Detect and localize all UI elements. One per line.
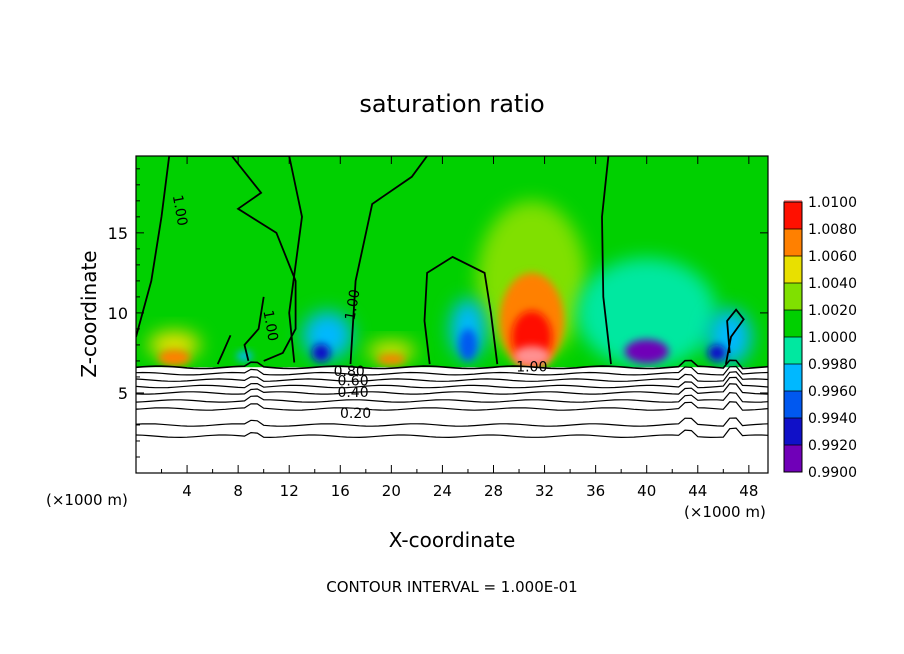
field-core: [312, 343, 331, 362]
colorbar-label: 0.9920: [808, 438, 857, 454]
x-tick-label: 16: [331, 482, 350, 500]
colorbar-label: 1.0100: [808, 195, 857, 211]
contour-1-00: [136, 156, 171, 338]
colorbar-label: 1.0080: [808, 222, 857, 238]
field-region: [367, 341, 416, 362]
colorbar-label: 1.0040: [808, 276, 857, 292]
colorbar-label: 1.0060: [808, 249, 857, 265]
x-tick-label: 32: [535, 482, 554, 500]
field-region: [449, 298, 486, 359]
contour-label: 0.20: [340, 406, 371, 422]
contour-label: 1.00: [169, 194, 190, 227]
contour-1-00: [216, 334, 232, 365]
colorbar-swatch: [784, 202, 802, 229]
colorbar-label: 1.0020: [808, 303, 857, 319]
colorbar-swatch: [784, 445, 802, 472]
terrain-contour: [136, 359, 768, 370]
colorbar-swatch: [784, 256, 802, 283]
field-region: [148, 330, 201, 359]
colorbar-label: 0.9900: [808, 465, 857, 481]
y-tick-label: 15: [108, 224, 128, 243]
x-tick-label: 4: [182, 482, 192, 500]
field-core: [624, 339, 669, 364]
x-unit-label-left: (×1000 m): [46, 491, 128, 509]
field-region: [576, 257, 717, 368]
terrain-contour: [136, 371, 768, 382]
x-tick-label: 28: [484, 482, 503, 500]
contour-1-00: [423, 255, 499, 365]
contour-label: 1.00: [259, 309, 280, 342]
field-core: [513, 346, 550, 367]
colorbar-swatch-top: [784, 200, 802, 202]
contour-1-00: [243, 296, 265, 362]
contour-1-00: [288, 156, 303, 363]
chart-title: saturation ratio: [359, 90, 544, 118]
x-axis-label: X-coordinate: [389, 528, 516, 552]
contour-lines: [136, 156, 768, 439]
colorbar-swatch: [784, 283, 802, 310]
colorbar-swatch: [784, 337, 802, 364]
terrain-region: [136, 367, 768, 473]
field-core: [377, 354, 406, 365]
x-tick-label: 8: [233, 482, 243, 500]
terrain-contour: [136, 376, 768, 389]
colorbar-label: 0.9940: [808, 411, 857, 427]
colorbar-swatch: [784, 229, 802, 256]
terrain-contour: [136, 417, 768, 427]
plot-frame: [135, 155, 769, 474]
colorbar-label: 0.9980: [808, 357, 857, 373]
terrain-contour: [136, 401, 768, 411]
saturation-field: [136, 156, 768, 473]
x-tick-label: 20: [382, 482, 401, 500]
contour-1-00: [231, 156, 297, 362]
contour-interval-note: CONTOUR INTERVAL = 1.000E-01: [326, 578, 577, 596]
x-tick-label: 12: [280, 482, 299, 500]
contour-1-00: [725, 308, 745, 365]
terrain-contour: [136, 427, 768, 439]
x-tick-label: 48: [739, 482, 758, 500]
terrain-contour: [136, 383, 768, 395]
y-tick-label: 5: [118, 384, 128, 403]
y-axis-ticks: 5 10 15: [108, 168, 768, 458]
colorbar: 0.9900 0.9920 0.9940 0.9960 0.9980 1.0000 1.00…: [783, 195, 857, 481]
contour-1-00: [601, 156, 612, 365]
plot-area: [136, 156, 768, 473]
contour-label: 0.60: [337, 374, 368, 390]
contour-label: 0.40: [337, 385, 368, 401]
colorbar-label: 1.0000: [808, 330, 857, 346]
x-tick-label: 40: [637, 482, 656, 500]
field-core: [236, 351, 253, 362]
y-axis-label: Z-coordinate: [77, 250, 101, 377]
x-tick-label: 24: [433, 482, 452, 500]
colorbar-swatch: [784, 418, 802, 445]
field-core: [707, 344, 726, 361]
colorbar-swatch: [784, 310, 802, 337]
colorbar-label: 0.9960: [808, 384, 857, 400]
colorbar-swatch: [784, 391, 802, 418]
y-tick-label: 10: [108, 304, 128, 323]
contour-label: 0.80: [334, 364, 365, 380]
contour-label: 1.00: [342, 288, 363, 321]
contour-label: 1.00: [516, 359, 547, 375]
terrain-contour: [136, 365, 768, 376]
x-axis-ticks: 4 8 12 16 20 24 28 32 36 40 44 48: [161, 156, 758, 500]
field-core: [158, 349, 191, 366]
x-tick-label: 36: [586, 482, 605, 500]
x-unit-label-right: (×1000 m): [684, 503, 766, 521]
terrain-contour: [136, 391, 768, 403]
field-core: [458, 328, 477, 361]
colorbar-swatch: [784, 364, 802, 391]
x-tick-label: 44: [688, 482, 707, 500]
contour-labels: 1.00 1.00 1.00 1.00 0.800.600.40 0.20: [169, 194, 548, 422]
contour-1-00: [349, 156, 428, 365]
